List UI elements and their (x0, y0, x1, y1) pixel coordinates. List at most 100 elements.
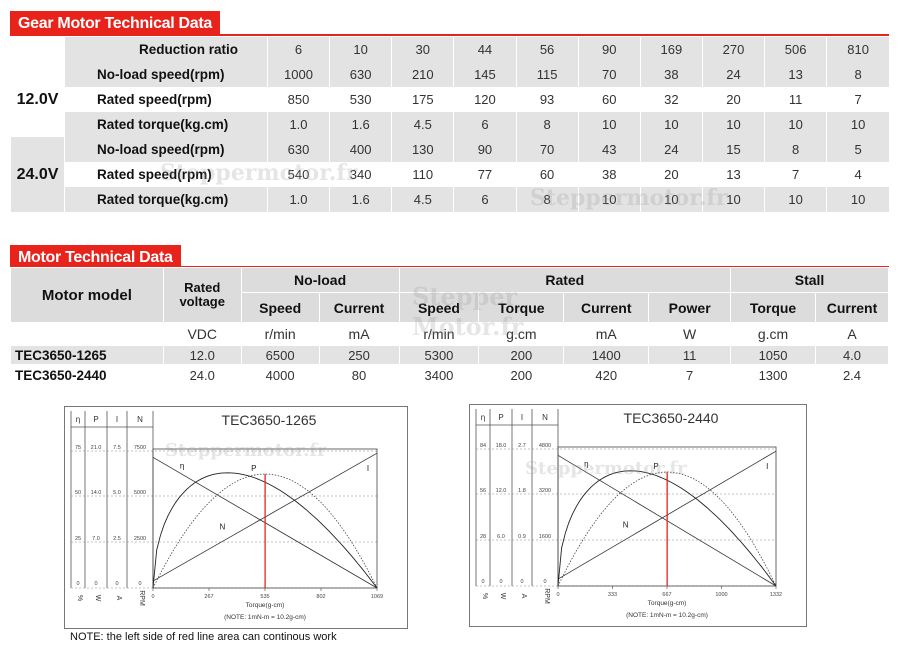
curve-label: N (220, 523, 226, 532)
scale-unit: W (499, 593, 506, 600)
gear-value-cell: 540 (266, 162, 330, 187)
gear-value-cell: 10 (577, 187, 641, 212)
x-tick-label: 333 (608, 592, 617, 598)
scale-value: 28 (480, 534, 486, 540)
gear-value-cell: 10 (701, 112, 765, 137)
gear-value-cell: 8 (515, 112, 579, 137)
motor-value-cell: 6500 (240, 345, 320, 365)
gear-value-cell: 5 (826, 137, 889, 162)
motor-value-cell: 1300 (730, 364, 816, 387)
motor-unit-cell: mA (563, 322, 650, 346)
scale-value: 2500 (134, 536, 146, 542)
voltage-label: 24.0V (10, 137, 65, 212)
motor-unit-cell: A (814, 322, 890, 346)
scale-value: 75 (75, 445, 81, 451)
scale-value: 4800 (539, 443, 551, 449)
gear-value-cell: 115 (515, 62, 579, 87)
scale-value: 21.0 (91, 445, 102, 451)
gear-value-cell: 13 (701, 162, 765, 187)
scale-value: 50 (75, 490, 81, 496)
curve-label: N (623, 521, 629, 530)
scale-value: 7500 (134, 445, 146, 451)
scale-value: 2.5 (113, 536, 121, 542)
gear-value-cell: 1.6 (329, 112, 392, 137)
gear-value-cell: 8 (515, 187, 579, 212)
gear-value-cell: 10 (577, 112, 641, 137)
gear-row-label: No-load speed(rpm) (63, 137, 268, 162)
motor-value-cell: 1050 (730, 345, 816, 365)
gear-value-cell: 13 (764, 62, 827, 87)
gear-value-cell: 530 (329, 87, 392, 112)
voltage-label: 12.0V (10, 62, 65, 137)
scale-unit: RPM (138, 590, 145, 606)
gear-value-cell: 15 (701, 137, 765, 162)
motor-subheader: Power (648, 292, 732, 323)
scale-value: 5.0 (113, 490, 121, 496)
motor-table: Motor model Rated voltage No-load Rated … (10, 267, 890, 387)
gear-value-cell: 1.6 (329, 187, 392, 212)
gear-section-title: Gear Motor Technical Data (10, 11, 221, 35)
rated-group-header: Rated (398, 267, 732, 293)
x-tick-label: 802 (316, 594, 325, 600)
gear-value-cell: 10 (826, 187, 889, 212)
chart-title: TEC3650-1265 (222, 412, 317, 428)
scale-unit: W (94, 595, 101, 602)
scale-value: 0 (543, 579, 546, 585)
scale-value: 1.8 (518, 488, 526, 494)
gear-row-label: Rated torque(kg.cm) (63, 112, 268, 137)
motor-value-cell: 80 (318, 364, 400, 387)
ratio-cell: 810 (826, 37, 889, 62)
gear-corner (10, 37, 65, 62)
x-tick-label: 535 (260, 594, 269, 600)
gear-value-cell: 70 (515, 137, 579, 162)
gear-row-label: Rated torque(kg.cm) (63, 187, 268, 212)
motor-value-cell: 7 (648, 364, 732, 387)
gear-value-cell: 10 (639, 112, 703, 137)
curve-label: P (251, 464, 256, 473)
gear-value-cell: 77 (453, 162, 516, 187)
scale-value: 5000 (134, 490, 146, 496)
x-tick-label: 1000 (715, 592, 727, 598)
scale-value: 1600 (539, 534, 551, 540)
curve-label: I (367, 464, 369, 473)
curve-label: P (653, 462, 658, 471)
scale-header: N (542, 413, 548, 422)
ratio-cell: 30 (391, 37, 454, 62)
motor-value-cell: 24.0 (162, 364, 242, 387)
scale-unit: RPM (543, 588, 550, 604)
units-spacer (10, 322, 164, 346)
motor-value-cell: 5300 (398, 345, 480, 365)
scale-header: η (76, 415, 80, 424)
footer-note: NOTE: the left side of red line area can… (70, 631, 337, 643)
motor-value-cell: 11 (648, 345, 732, 365)
gear-value-cell: 1000 (266, 62, 330, 87)
scale-header: P (93, 415, 98, 424)
scale-unit: % (76, 595, 83, 601)
motor-unit-cell: r/min (240, 322, 320, 346)
gear-value-cell: 110 (391, 162, 454, 187)
gear-value-cell: 4.5 (391, 187, 454, 212)
scale-value: 7.5 (113, 445, 121, 451)
stall-group-header: Stall (730, 267, 889, 293)
gear-value-cell: 38 (639, 62, 703, 87)
scale-value: 0 (520, 579, 523, 585)
gear-value-cell: 20 (701, 87, 765, 112)
motor-section-title: Motor Technical Data (10, 245, 181, 269)
gear-section-rule (10, 34, 889, 36)
chart-note: (NOTE: 1mN-m = 10.2g-cm) (626, 612, 708, 619)
motor-unit-cell: g.cm (478, 322, 565, 346)
x-tick-label: 267 (204, 594, 213, 600)
motor-unit-cell: VDC (162, 322, 242, 346)
gear-value-cell: 10 (639, 187, 703, 212)
performance-chart-2440: η P I N 84 18.0 2.7 4800 56 12.0 1.8 3200 28 6.0 0.9 16… (469, 404, 807, 627)
gear-value-cell: 850 (266, 87, 330, 112)
motor-subheader: Current (563, 292, 650, 323)
gear-value-cell: 210 (391, 62, 454, 87)
motor-value-cell: 250 (318, 345, 400, 365)
scale-value: 0 (94, 581, 97, 587)
gear-value-cell: 10 (826, 112, 889, 137)
ratio-cell: 56 (515, 37, 579, 62)
motor-unit-cell: g.cm (730, 322, 816, 346)
gear-value-cell: 8 (764, 137, 827, 162)
gear-value-cell: 24 (639, 137, 703, 162)
